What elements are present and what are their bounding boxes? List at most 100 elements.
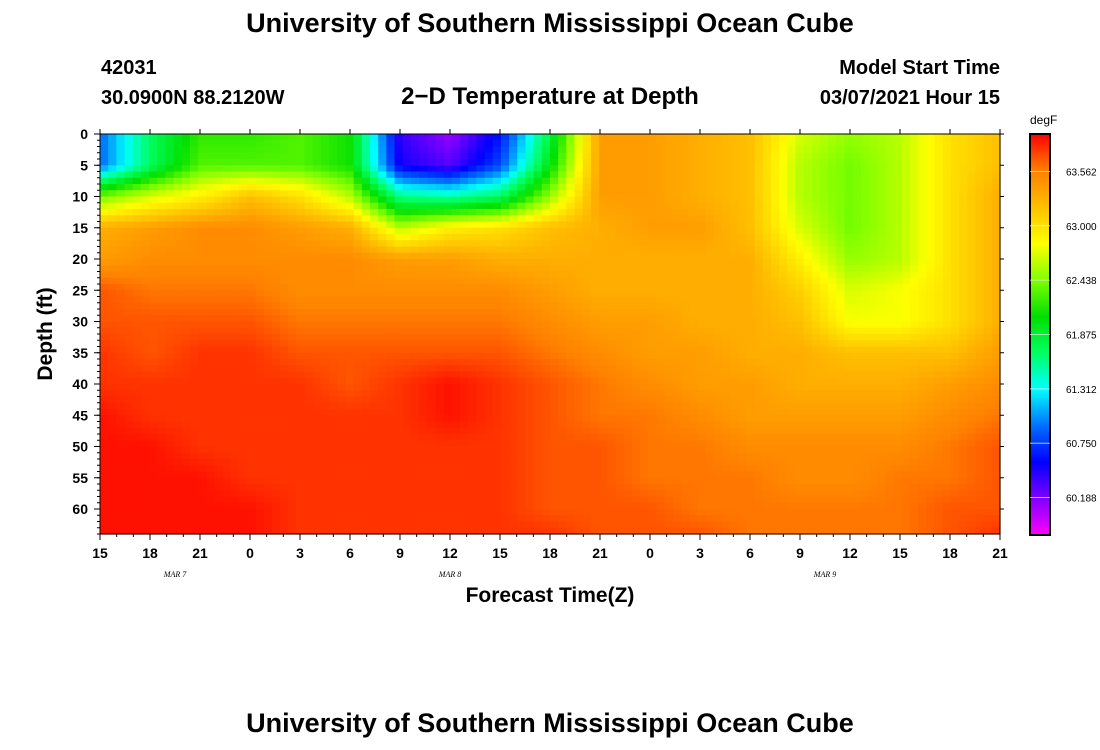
heatmap-cell xyxy=(844,152,854,160)
heatmap-cell xyxy=(582,209,592,216)
heatmap-cell xyxy=(353,246,363,254)
heatmap-cell xyxy=(492,315,502,323)
heatmap-cell xyxy=(157,227,167,235)
heatmap-cell xyxy=(353,196,363,204)
heatmap-cell xyxy=(705,252,715,260)
heatmap-cell xyxy=(443,271,453,279)
heatmap-cell xyxy=(991,240,1001,248)
heatmap-cell xyxy=(844,365,854,373)
heatmap-cell xyxy=(410,334,420,341)
heatmap-cell xyxy=(754,402,764,410)
heatmap-cell xyxy=(860,171,870,179)
heatmap-cell xyxy=(419,259,428,266)
heatmap-cell xyxy=(803,234,813,241)
heatmap-cell xyxy=(124,196,134,204)
heatmap-cell xyxy=(713,359,723,366)
heatmap-cell xyxy=(787,321,797,329)
heatmap-cell xyxy=(329,240,338,248)
heatmap-cell xyxy=(901,134,911,141)
heatmap-cell xyxy=(149,184,158,191)
heatmap-cell xyxy=(910,290,919,298)
heatmap-cell xyxy=(852,234,862,241)
heatmap-cell xyxy=(198,365,207,373)
heatmap-cell xyxy=(983,165,993,173)
heatmap-cell xyxy=(181,177,191,185)
heatmap-cell xyxy=(484,309,494,316)
heatmap-cell xyxy=(746,384,756,391)
heatmap-cell xyxy=(640,159,649,166)
heatmap-cell xyxy=(419,371,428,379)
heatmap-cell xyxy=(386,265,396,273)
heatmap-cell xyxy=(910,340,919,348)
heatmap-cell xyxy=(345,265,355,273)
heatmap-cell xyxy=(991,409,1001,416)
heatmap-cell xyxy=(967,196,977,204)
heatmap-cell xyxy=(623,159,633,166)
heatmap-cell xyxy=(492,234,502,241)
heatmap-cell xyxy=(910,390,919,398)
heatmap-cell xyxy=(337,334,347,341)
heatmap-cell xyxy=(648,171,657,179)
heatmap-cell xyxy=(787,134,797,141)
heatmap-cell xyxy=(181,171,191,179)
heatmap-cell xyxy=(959,146,968,154)
heatmap-cell xyxy=(746,396,756,404)
heatmap-cell xyxy=(460,371,469,379)
heatmap-cell xyxy=(386,202,396,210)
heatmap-cell xyxy=(787,409,797,416)
heatmap-cell xyxy=(500,246,510,254)
heatmap-cell xyxy=(550,265,559,273)
heatmap-cell xyxy=(370,165,379,173)
heatmap-cell xyxy=(296,265,306,273)
heatmap-cell xyxy=(901,209,911,216)
heatmap-cell xyxy=(165,184,175,191)
heatmap-cell xyxy=(173,159,183,166)
heatmap-cell xyxy=(640,396,649,404)
heatmap-cell xyxy=(901,196,911,204)
heatmap-cell xyxy=(435,252,445,260)
heatmap-cell xyxy=(525,290,535,298)
heatmap-cell xyxy=(918,202,927,210)
heatmap-cell xyxy=(852,159,862,166)
heatmap-cell xyxy=(386,371,396,379)
heatmap-cell xyxy=(427,371,437,379)
heatmap-cell xyxy=(697,271,707,279)
heatmap-cell xyxy=(304,352,314,360)
heatmap-cell xyxy=(754,315,764,323)
heatmap-cell xyxy=(370,415,379,423)
heatmap-cell xyxy=(492,246,502,254)
heatmap-cell xyxy=(869,384,878,391)
heatmap-cell xyxy=(394,209,404,216)
heatmap-cell xyxy=(312,252,322,260)
heatmap-cell xyxy=(460,246,469,254)
heatmap-cell xyxy=(934,221,944,229)
heatmap-cell xyxy=(983,352,993,360)
heatmap-cell xyxy=(214,227,224,235)
heatmap-cell xyxy=(836,359,846,366)
heatmap-cell xyxy=(901,359,911,366)
heatmap-cell xyxy=(361,196,371,204)
heatmap-cell xyxy=(910,252,919,260)
heatmap-cell xyxy=(402,146,412,154)
heatmap-cell xyxy=(893,340,903,348)
heatmap-cell xyxy=(427,190,437,198)
heatmap-cell xyxy=(910,227,919,235)
heatmap-cell xyxy=(468,315,477,323)
heatmap-cell xyxy=(828,340,837,348)
heatmap-cell xyxy=(181,352,191,360)
heatmap-cell xyxy=(198,409,207,416)
heatmap-cell xyxy=(697,215,707,223)
heatmap-cell xyxy=(378,384,387,391)
heatmap-cell xyxy=(509,315,518,323)
heatmap-cell xyxy=(222,352,232,360)
heatmap-cell xyxy=(779,240,788,248)
heatmap-cell xyxy=(378,159,387,166)
heatmap-cell xyxy=(100,340,109,348)
heatmap-cell xyxy=(247,215,257,223)
heatmap-cell xyxy=(280,277,289,285)
heatmap-cell xyxy=(901,252,911,260)
heatmap-cell xyxy=(108,265,117,273)
heatmap-cell xyxy=(926,277,936,285)
heatmap-cell xyxy=(460,321,469,329)
heatmap-cell xyxy=(353,390,363,398)
